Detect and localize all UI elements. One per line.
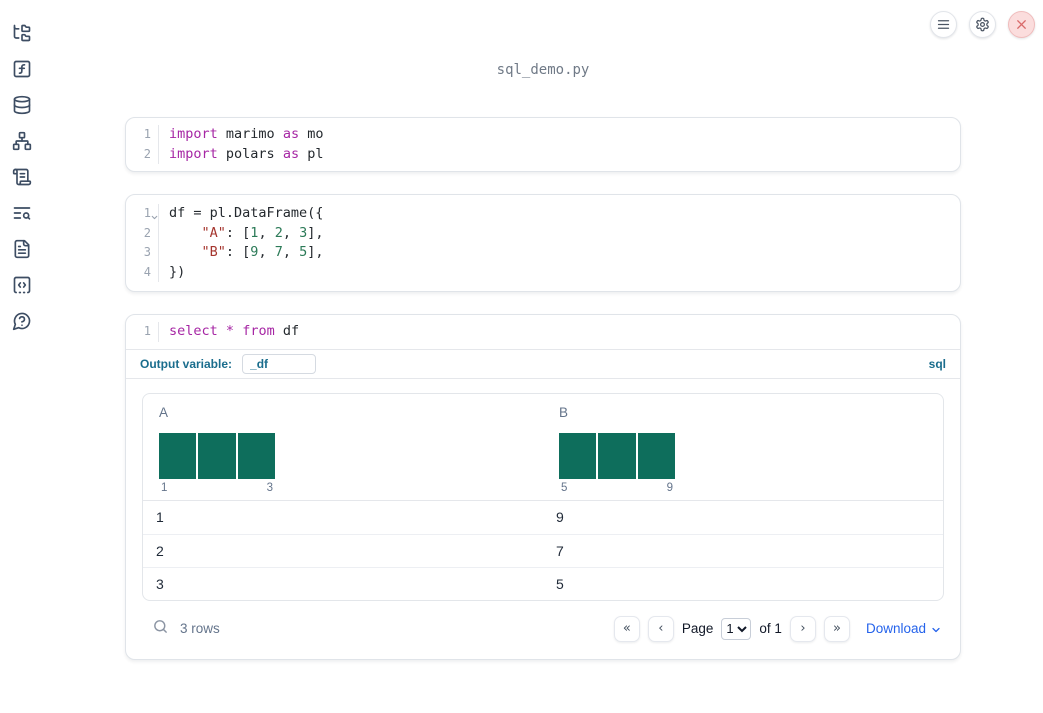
logs-icon[interactable] <box>12 203 32 223</box>
previous-page-button[interactable]: ‹ <box>647 615 674 642</box>
code-line[interactable]: 2 import polars as pl <box>126 144 960 164</box>
histogram-axis-labels: 5 9 <box>561 481 673 494</box>
line-number: 1 <box>126 322 159 342</box>
dataframe-table: A 1 3 B <box>142 392 944 601</box>
last-page-button[interactable]: » <box>823 615 850 642</box>
download-button[interactable]: Download <box>866 621 942 636</box>
code-cell-dataframe[interactable]: 1 df = pl.DataFrame({ 2 "A": [1, 2, 3], … <box>125 194 961 292</box>
fold-chevron-icon[interactable] <box>150 209 159 229</box>
settings-gear-icon[interactable] <box>969 11 996 38</box>
histogram-bar <box>637 432 675 479</box>
line-number: 2 <box>126 144 159 164</box>
sql-output: A 1 3 B <box>126 379 960 651</box>
code-line[interactable]: 1 import marimo as mo <box>126 125 960 145</box>
output-variable-label: Output variable: <box>140 356 233 371</box>
code-line[interactable]: 1 select * from df <box>126 322 960 342</box>
language-badge: sql <box>928 356 946 371</box>
code-cell-imports[interactable]: 1 import marimo as mo 2 import polars as… <box>125 117 961 172</box>
column-header-a: A 1 3 <box>143 394 543 500</box>
next-page-button[interactable]: › <box>789 615 816 642</box>
output-variable-input[interactable] <box>242 353 317 374</box>
download-label: Download <box>865 621 926 636</box>
histogram-b <box>559 432 675 479</box>
first-page-button[interactable]: « <box>613 615 640 642</box>
table-row: 2 7 <box>143 533 943 567</box>
search-icon[interactable] <box>152 618 169 640</box>
line-number: 4 <box>126 262 159 282</box>
notebook: sql_demo.py 1 import marimo as mo 2 impo… <box>125 0 961 660</box>
line-number: 1 <box>126 125 159 145</box>
histogram-a <box>159 432 275 479</box>
dependency-graph-icon[interactable] <box>12 131 32 151</box>
help-icon[interactable] <box>12 311 32 331</box>
page-select[interactable]: 1 <box>721 617 752 640</box>
line-number: 3 <box>126 243 159 263</box>
histogram-bar <box>237 432 275 479</box>
line-number: 1 <box>126 204 159 224</box>
code-line[interactable]: 2 "A": [1, 2, 3], <box>126 223 960 243</box>
page-total-label: of 1 <box>759 621 782 636</box>
histogram-bar <box>198 432 236 479</box>
table-row: 3 5 <box>143 566 943 600</box>
menu-icon[interactable] <box>930 11 957 38</box>
notebook-filename: sql_demo.py <box>496 62 590 78</box>
file-explorer-icon[interactable] <box>12 23 32 43</box>
scratchpad-icon[interactable] <box>12 167 32 187</box>
table-row: 1 9 <box>156 509 564 525</box>
datasources-icon[interactable] <box>12 95 32 115</box>
code-line[interactable]: 4 }) <box>126 262 960 282</box>
code-line[interactable]: 1 df = pl.DataFrame({ <box>126 204 960 224</box>
output-variable-row: Output variable: sql <box>126 348 960 379</box>
column-header-b: B 5 9 <box>543 394 943 500</box>
table-footer: 3 rows « ‹ Page 1 of 1 › » Download <box>142 607 944 651</box>
chevron-down-icon <box>932 627 940 632</box>
documentation-icon[interactable] <box>12 239 32 259</box>
line-number: 2 <box>126 223 159 243</box>
table-header: A 1 3 B <box>143 394 943 501</box>
sidebar <box>0 0 44 713</box>
histogram-bar <box>598 432 636 479</box>
notebook-actions <box>930 11 1035 38</box>
column-name: B <box>559 404 569 420</box>
snippets-icon[interactable] <box>12 275 32 295</box>
sql-cell: 1 select * from df Output variable: sql … <box>125 314 961 660</box>
histogram-axis-labels: 1 3 <box>161 481 273 494</box>
histogram-bar <box>559 432 597 479</box>
column-name: A <box>159 404 169 420</box>
code-line[interactable]: 3 "B": [9, 7, 5], <box>126 243 960 263</box>
page-label: Page <box>681 621 714 636</box>
sql-editor[interactable]: 1 select * from df <box>126 315 960 349</box>
row-count: 3 rows <box>180 621 220 636</box>
shutdown-close-icon[interactable] <box>1008 11 1035 38</box>
functions-icon[interactable] <box>12 59 32 79</box>
histogram-bar <box>159 432 197 479</box>
